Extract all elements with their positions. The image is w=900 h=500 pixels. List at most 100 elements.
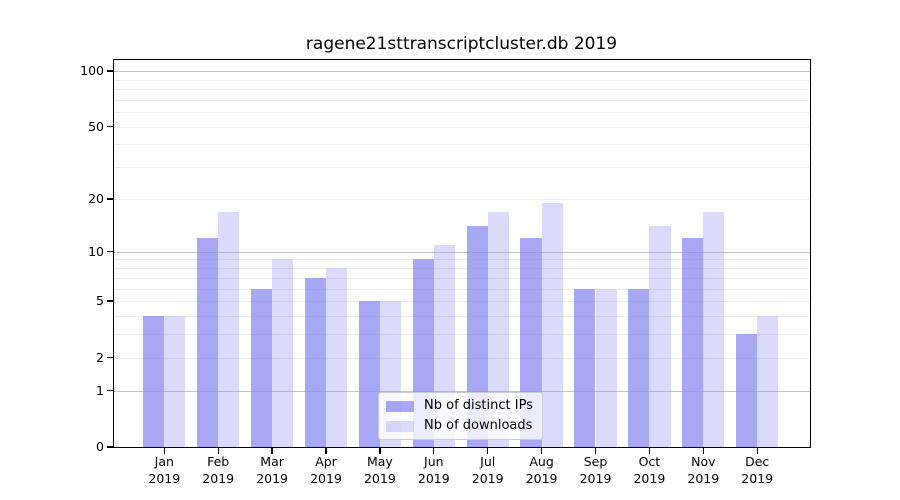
bar-downloads	[218, 211, 240, 447]
x-tick-year: 2019	[256, 470, 288, 486]
minor-gridline	[114, 144, 810, 146]
x-tick-label: Jan 2019	[132, 454, 196, 487]
minor-gridline	[114, 315, 810, 317]
minor-gridline	[114, 89, 810, 90]
y-tick-label: 5	[96, 293, 104, 308]
chart-title: ragene21sttranscriptcluster.db 2019	[305, 34, 618, 54]
bar-downloads	[164, 315, 186, 447]
x-tick	[163, 447, 165, 454]
x-tick-month: Aug	[529, 454, 554, 469]
x-tick-year: 2019	[633, 470, 666, 486]
x-tick	[271, 447, 273, 454]
x-tick-label: Jun 2019	[402, 454, 466, 487]
major-gridline	[114, 390, 810, 392]
x-tick-label: Mar 2019	[240, 454, 304, 487]
legend: Nb of distinct IPs Nb of downloads	[378, 392, 543, 440]
legend-label-downloads: Nb of downloads	[424, 418, 533, 433]
minor-gridline	[114, 79, 810, 81]
x-tick-label: Jul 2019	[456, 454, 520, 487]
x-tick-month: Jun	[424, 454, 444, 469]
x-tick	[433, 447, 435, 454]
x-tick-year: 2019	[310, 470, 342, 486]
bar-downloads	[272, 259, 294, 447]
x-tick-month: Nov	[691, 454, 716, 469]
x-tick-label: Aug 2019	[510, 454, 574, 487]
x-tick-year: 2019	[148, 470, 181, 486]
legend-swatch-downloads	[386, 420, 414, 432]
x-tick-month: Apr	[315, 454, 337, 469]
x-tick-month: Dec	[745, 454, 770, 469]
minor-gridline	[114, 259, 810, 261]
bar-downloads	[326, 268, 348, 447]
x-tick	[648, 447, 651, 454]
plot-area: Nb of distinct IPs Nb of downloads 0 1 2 5 1…	[80, 59, 811, 486]
minor-gridline	[114, 167, 810, 169]
minor-gridline	[114, 301, 810, 302]
major-gridline	[114, 251, 810, 253]
bar-distinct-ips	[358, 301, 380, 447]
x-tick	[379, 447, 381, 454]
x-tick-month: Sep	[583, 454, 608, 469]
x-tick-month: Mar	[260, 454, 284, 469]
bar-downloads	[595, 288, 617, 447]
y-tick	[107, 389, 113, 392]
minor-gridline	[114, 126, 810, 128]
x-tick-label: Nov 2019	[671, 454, 735, 487]
x-tick-year: 2019	[741, 470, 774, 486]
y-tick-label: 0	[96, 439, 104, 454]
x-tick-label: Feb 2019	[186, 454, 250, 487]
minor-gridline	[114, 199, 810, 200]
x-tick-year: 2019	[687, 470, 720, 486]
bar-distinct-ips	[628, 288, 650, 447]
y-tick	[107, 198, 113, 200]
x-tick-label: Sep 2019	[564, 454, 628, 487]
x-tick-month: Jul	[480, 454, 496, 469]
bar-downloads	[541, 202, 563, 447]
x-tick-year: 2019	[471, 470, 504, 486]
minor-gridline	[114, 277, 810, 279]
legend-swatch-distinct-ips	[386, 400, 414, 412]
minor-gridline	[114, 268, 810, 269]
x-tick-label: May 2019	[348, 454, 412, 487]
x-tick	[540, 447, 543, 454]
x-tick	[217, 447, 219, 454]
x-tick-month: Jan	[154, 454, 174, 469]
x-tick-year: 2019	[363, 470, 396, 486]
x-tick	[756, 447, 758, 454]
major-gridline	[114, 71, 810, 72]
x-tick-label: Apr 2019	[294, 454, 358, 487]
bar-distinct-ips	[466, 226, 488, 447]
legend-entry-distinct-ips: Nb of distinct IPs	[386, 398, 533, 414]
bar-distinct-ips	[143, 315, 165, 447]
minor-gridline	[114, 112, 810, 114]
y-tick-label: 100	[80, 63, 104, 78]
x-tick-year: 2019	[579, 470, 612, 486]
y-tick	[107, 446, 113, 448]
y-tick	[107, 126, 113, 128]
legend-label-distinct-ips: Nb of distinct IPs	[424, 398, 533, 413]
y-tick-label: 10	[88, 243, 104, 259]
x-tick	[487, 447, 489, 454]
bar-distinct-ips	[736, 334, 758, 447]
minor-gridline	[114, 99, 810, 101]
bar-distinct-ips	[574, 288, 596, 447]
bar-distinct-ips	[682, 238, 704, 447]
x-tick-label: Oct 2019	[617, 454, 681, 487]
bar-distinct-ips	[250, 288, 273, 447]
minor-gridline	[114, 357, 810, 359]
x-tick-year: 2019	[202, 470, 235, 486]
x-tick-year: 2019	[417, 470, 450, 486]
bar-downloads	[649, 226, 671, 447]
y-tick-label: 20	[88, 191, 104, 206]
bar-downloads	[757, 315, 779, 447]
y-tick	[107, 356, 113, 359]
bar-downloads	[487, 211, 509, 447]
minor-gridline	[114, 334, 810, 336]
x-tick	[325, 447, 327, 454]
x-tick-month: Feb	[207, 454, 230, 469]
legend-entry-downloads: Nb of downloads	[386, 418, 533, 434]
x-tick	[702, 447, 704, 454]
bar-distinct-ips	[197, 238, 219, 447]
x-tick-year: 2019	[525, 470, 558, 486]
bar-distinct-ips	[304, 277, 326, 447]
